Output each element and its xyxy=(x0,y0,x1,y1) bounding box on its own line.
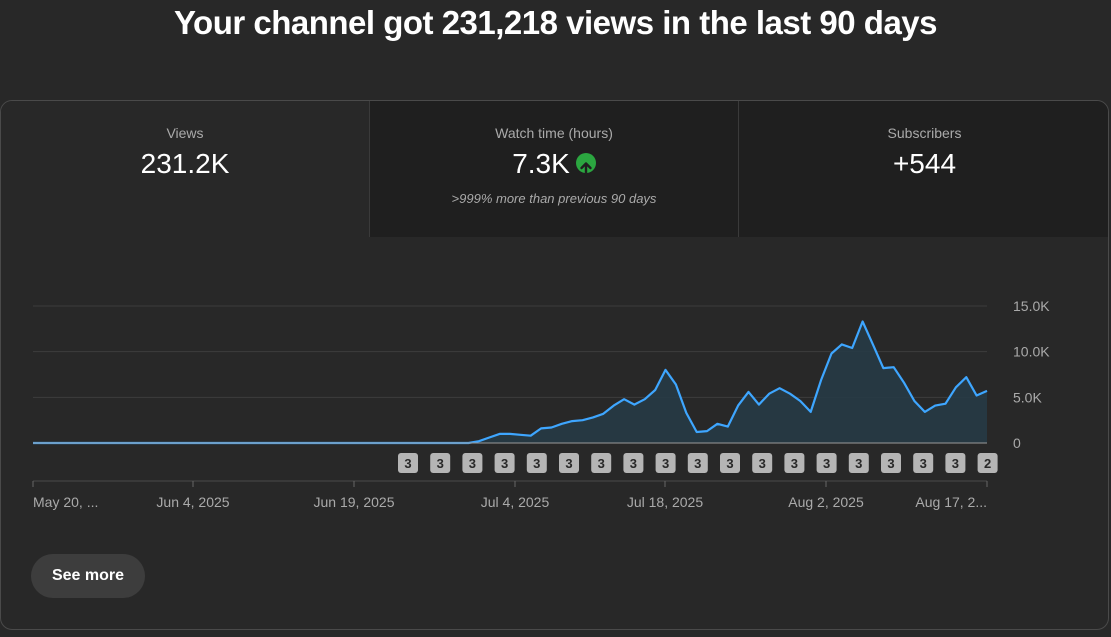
x-tick-label: May 20, ... xyxy=(33,494,98,510)
tab-views[interactable]: Views 231.2K xyxy=(1,101,370,237)
video-marker-count: 3 xyxy=(952,456,959,471)
tab-comparison-text: >999% more than previous 90 days xyxy=(451,191,657,206)
video-marker xyxy=(687,453,708,473)
video-marker xyxy=(752,453,773,473)
tab-subscribers[interactable]: Subscribers +544 xyxy=(739,101,1108,237)
tab-label: Watch time (hours) xyxy=(495,125,613,141)
metric-tabs: Views 231.2K Watch time (hours) 7.3K >99… xyxy=(1,101,1108,237)
video-marker-count: 3 xyxy=(469,456,476,471)
analytics-card: Views 231.2K Watch time (hours) 7.3K >99… xyxy=(0,100,1109,630)
see-more-button[interactable]: See more xyxy=(31,554,145,598)
tab-label: Views xyxy=(166,125,204,141)
video-marker-count: 3 xyxy=(630,456,637,471)
video-marker-count: 3 xyxy=(855,456,862,471)
x-tick-label: Aug 17, 2... xyxy=(915,494,987,510)
video-marker xyxy=(430,453,451,473)
y-tick-label: 15.0K xyxy=(1013,298,1050,314)
x-tick-label: Jul 4, 2025 xyxy=(481,494,550,510)
tab-value: +544 xyxy=(892,148,957,179)
video-marker-count: 3 xyxy=(533,456,540,471)
video-marker xyxy=(526,453,547,473)
page-title: Your channel got 231,218 views in the la… xyxy=(173,4,938,41)
video-marker xyxy=(945,453,966,473)
video-marker-count: 3 xyxy=(791,456,798,471)
video-marker-count: 3 xyxy=(823,456,830,471)
video-marker-count: 3 xyxy=(920,456,927,471)
video-marker xyxy=(913,453,934,473)
video-marker xyxy=(848,453,869,473)
video-marker xyxy=(494,453,515,473)
tab-label: Subscribers xyxy=(887,125,962,141)
x-tick-label: Jun 4, 2025 xyxy=(156,494,229,510)
area-fill xyxy=(33,321,987,443)
x-tick-label: Aug 2, 2025 xyxy=(788,494,864,510)
video-marker-count: 3 xyxy=(437,456,444,471)
video-marker xyxy=(816,453,837,473)
video-marker xyxy=(559,453,579,473)
video-marker-count: 3 xyxy=(694,456,701,471)
tab-value-row: 7.3K xyxy=(370,147,738,181)
tab-value: 231.2K xyxy=(140,148,230,179)
video-marker xyxy=(720,453,740,473)
video-marker-count: 3 xyxy=(726,456,733,471)
video-marker-count: 3 xyxy=(759,456,766,471)
views-chart: 15.0K 10.0K 5.0K 0 3 3 3 3 3 3 3 3 3 3 3 3 3 3 3 3 3 3 2 May 20… xyxy=(32,298,1050,510)
video-marker-count: 3 xyxy=(662,456,669,471)
video-marker-count: 3 xyxy=(887,456,894,471)
video-marker xyxy=(591,453,612,473)
video-marker xyxy=(623,453,644,473)
video-marker xyxy=(398,453,418,473)
x-tick-label: Jul 18, 2025 xyxy=(627,494,703,510)
video-marker-count: 3 xyxy=(404,456,411,471)
video-marker-count: 3 xyxy=(598,456,605,471)
y-tick-label: 0 xyxy=(1013,435,1021,451)
y-tick-label: 5.0K xyxy=(1013,389,1042,405)
video-marker xyxy=(784,453,805,473)
video-marker xyxy=(462,453,483,473)
video-marker xyxy=(655,453,676,473)
video-marker xyxy=(977,453,998,473)
x-tick-label: Jun 19, 2025 xyxy=(314,494,395,510)
video-marker xyxy=(881,453,901,473)
video-marker-count: 3 xyxy=(501,456,508,471)
tab-watch-time[interactable]: Watch time (hours) 7.3K >999% more than … xyxy=(370,101,739,237)
tab-value: 7.3K xyxy=(512,148,570,179)
arrow-up-circle-icon xyxy=(575,152,596,176)
y-tick-label: 10.0K xyxy=(1013,344,1050,360)
video-marker-count: 3 xyxy=(565,456,572,471)
video-marker-count: 2 xyxy=(984,456,991,471)
